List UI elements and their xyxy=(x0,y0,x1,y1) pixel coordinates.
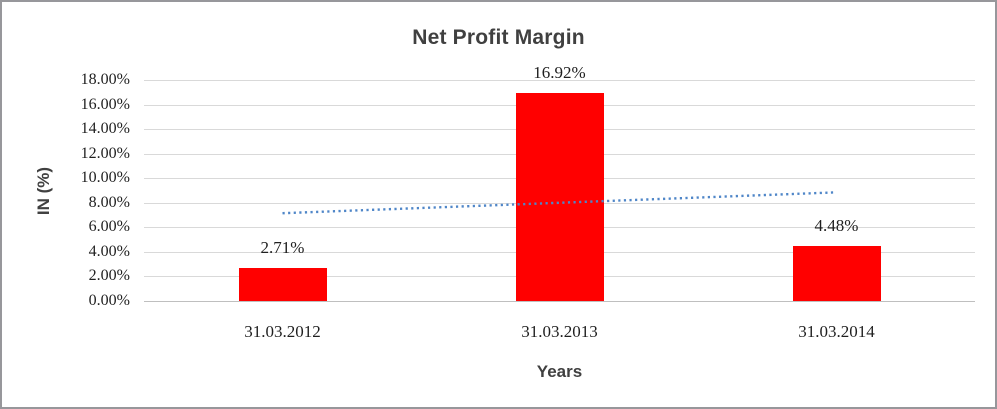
y-axis-tick-label: 4.00% xyxy=(88,242,130,260)
bar-data-label: 2.71% xyxy=(260,237,305,257)
bar-31.03.2012 xyxy=(238,267,327,301)
y-axis-tick-label: 14.00% xyxy=(80,120,130,138)
bar-data-label: 16.92% xyxy=(533,63,586,83)
x-axis-title: Years xyxy=(536,362,583,381)
y-axis-tick-label: 2.00% xyxy=(88,267,130,285)
y-axis-tick-label: 18.00% xyxy=(80,71,130,88)
chart-title: Net Profit Margin xyxy=(412,26,585,49)
bar-data-label: 4.48% xyxy=(814,215,859,235)
gridline xyxy=(144,301,975,302)
y-axis-tick-label: 16.00% xyxy=(80,95,130,113)
y-axis-tick-label: 8.00% xyxy=(88,193,130,211)
bar-31.03.2014 xyxy=(792,245,881,301)
x-axis-category-label: 31.03.2013 xyxy=(521,322,598,341)
gridline xyxy=(144,80,975,81)
y-axis-tick-label: 10.00% xyxy=(80,169,130,187)
y-axis-tick-label: 6.00% xyxy=(88,218,130,236)
y-axis-tick-label: 0.00% xyxy=(88,292,130,309)
x-axis-category-label: 31.03.2014 xyxy=(798,322,875,341)
x-axis-category-label: 31.03.2012 xyxy=(244,322,321,341)
bar-31.03.2013 xyxy=(515,93,604,301)
y-axis-tick-label: 12.00% xyxy=(80,144,130,162)
